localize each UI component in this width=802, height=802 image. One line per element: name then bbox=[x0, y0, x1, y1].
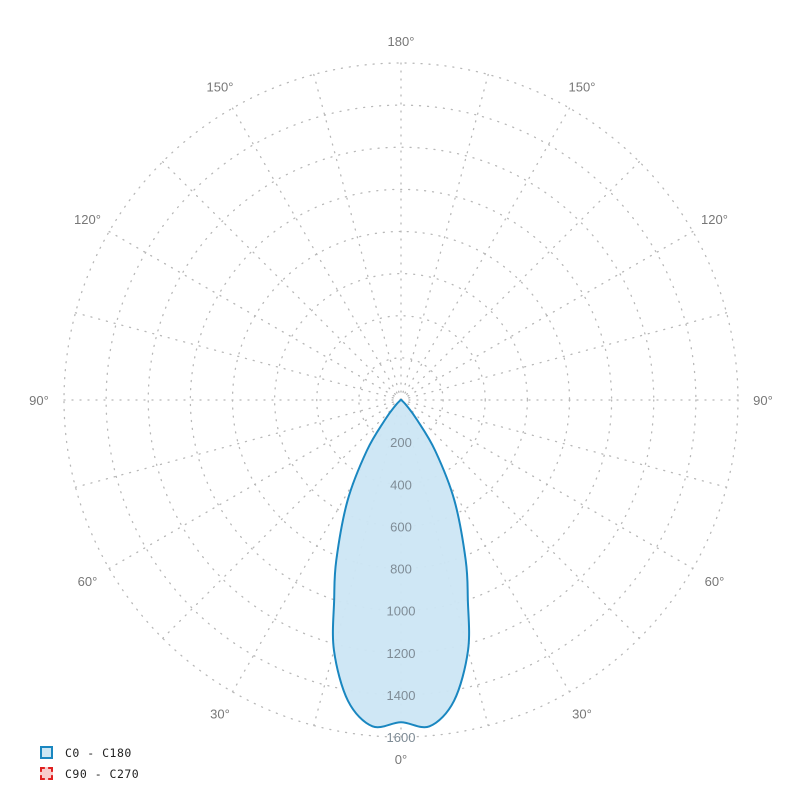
grid-ring bbox=[189, 188, 613, 612]
legend: C0 - C180 C90 - C270 bbox=[40, 742, 139, 784]
grid-spoke bbox=[400, 399, 694, 570]
grid-ring bbox=[316, 315, 486, 485]
grid-spoke bbox=[400, 399, 640, 639]
grid-spoke bbox=[162, 399, 402, 639]
angle-label: 120° bbox=[74, 212, 101, 227]
legend-item-c90-c270[interactable]: C90 - C270 bbox=[40, 763, 139, 784]
grid-ring bbox=[105, 104, 697, 696]
grid-spoke bbox=[400, 230, 694, 401]
grid-spoke bbox=[74, 399, 402, 488]
series-layer bbox=[331, 398, 471, 729]
legend-swatch bbox=[40, 767, 53, 780]
radial-tick-label: 1400 bbox=[387, 688, 416, 703]
legend-label: C90 - C270 bbox=[65, 766, 140, 781]
legend-swatch bbox=[40, 746, 53, 759]
grid-ring bbox=[273, 272, 529, 528]
grid-spoke bbox=[400, 312, 728, 401]
angle-label: 90° bbox=[753, 393, 773, 408]
grid-spoke bbox=[400, 73, 489, 401]
series-c0-c180 bbox=[331, 398, 471, 729]
radial-tick-label: 1200 bbox=[387, 646, 416, 661]
radial-tick-label: 1600 bbox=[387, 730, 416, 745]
grid-spoke bbox=[108, 230, 402, 401]
angle-label: 30° bbox=[210, 707, 230, 722]
angle-label: 180° bbox=[388, 34, 415, 49]
grid-ring bbox=[147, 146, 655, 654]
grid-spoke bbox=[231, 107, 402, 401]
radial-tick-label: 200 bbox=[390, 435, 412, 450]
grid-spoke bbox=[313, 73, 402, 401]
radial-tick-label: 800 bbox=[390, 562, 412, 577]
angle-label: 60° bbox=[705, 574, 725, 589]
grid-spoke bbox=[400, 399, 728, 488]
angle-label: 120° bbox=[701, 212, 728, 227]
radial-tick-label: 1000 bbox=[387, 604, 416, 619]
angle-label: 90° bbox=[29, 393, 49, 408]
angle-label: 150° bbox=[569, 79, 596, 94]
legend-item-c0-c180[interactable]: C0 - C180 bbox=[40, 742, 139, 763]
angle-label: 0° bbox=[395, 752, 407, 767]
angle-label: 150° bbox=[207, 79, 234, 94]
labels: 200 400 600 800 1000 1200 1400 1600 0° 30° 30° 60° 6… bbox=[29, 34, 773, 767]
grid-spoke bbox=[108, 399, 402, 570]
legend-label: C0 - C180 bbox=[65, 745, 132, 760]
angle-label: 60° bbox=[78, 574, 98, 589]
grid-ring bbox=[358, 357, 444, 443]
radial-tick-label: 600 bbox=[390, 519, 412, 534]
grid-spoke bbox=[400, 161, 640, 401]
grid-spoke bbox=[162, 161, 402, 401]
radial-tick-label: 400 bbox=[390, 477, 412, 492]
grid-spoke bbox=[400, 107, 571, 401]
grid-spoke bbox=[74, 312, 402, 401]
angle-label: 30° bbox=[572, 707, 592, 722]
